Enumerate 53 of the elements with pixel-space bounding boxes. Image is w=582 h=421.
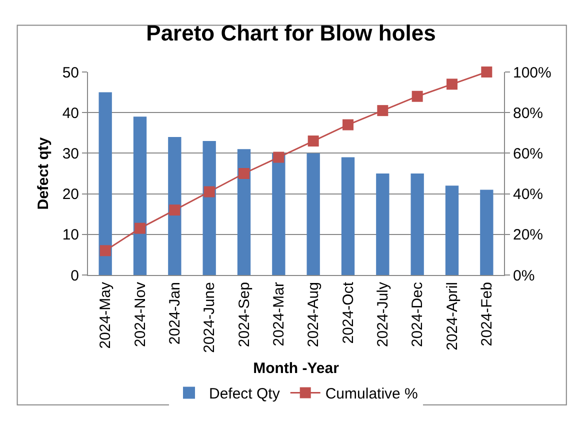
y-axis-title: Defect qty [35,136,52,210]
point [308,136,319,147]
legend-label: Cumulative % [325,386,418,403]
y-tick-label: 0 [70,267,79,284]
y2-tick-label: 0% [513,267,535,284]
point [273,152,284,163]
y-tick-label: 50 [62,64,79,82]
y2-tick-label: 20% [513,226,544,244]
legend-label: Defect Qty [209,386,280,403]
bar [133,116,147,275]
chart-title: Pareto Chart for Blow holes [146,20,436,46]
bar [341,157,355,275]
bar [445,186,459,275]
bar [306,153,320,275]
point [100,245,111,256]
x-tick-label: 2024-Sep [236,282,253,348]
bar [202,141,216,275]
bar [168,136,182,275]
bar [98,92,112,275]
bar [410,174,424,275]
y2-tick-label: 100% [513,64,552,82]
x-tick-label: 2024-Nov [132,282,149,348]
y-tick-label: 30 [62,145,79,162]
x-tick-label: 2024-May [97,282,114,349]
x-tick-label: 2024-Mar [270,282,288,346]
x-tick-label: 2024-Aug [305,282,322,348]
point [412,90,423,102]
x-tick-label: 2024-Oct [340,281,357,344]
y2-tick-label: 80% [513,104,544,122]
x-tick-label: 2024-April [444,282,461,350]
point [342,119,354,130]
point [238,168,250,179]
x-tick-label: 2024-Dec [409,282,426,348]
point [481,66,492,78]
y2-tick-label: 60% [513,145,544,162]
y-tick-label: 40 [62,104,79,122]
y2-tick-label: 40% [513,186,544,204]
x-tick-label: 2024-June [201,282,218,353]
x-tick-label: 2024-Jan [166,282,184,345]
bar [237,149,251,275]
y-tick-label: 10 [62,226,79,244]
x-tick-label: 2024-Feb [478,282,496,346]
bar [376,174,390,275]
point [377,105,388,116]
point [169,204,180,216]
x-axis-title: Month -Year [253,360,340,377]
bar [272,153,286,275]
bar [480,190,494,275]
point [134,222,146,234]
point [446,78,458,90]
point [204,186,215,198]
y-tick-label: 20 [62,186,79,204]
x-tick-label: 2024-July [374,282,392,348]
